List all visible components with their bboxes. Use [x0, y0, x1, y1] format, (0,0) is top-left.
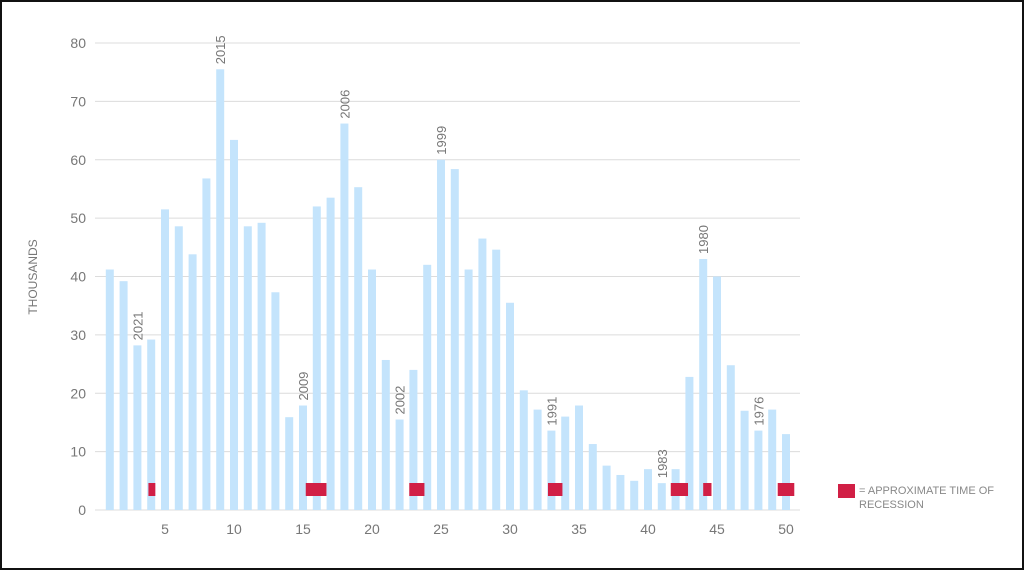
- x-tick-label: 25: [433, 521, 449, 537]
- x-tick-label: 30: [502, 521, 518, 537]
- bar: [685, 376, 694, 510]
- bar: [575, 405, 583, 510]
- bar: [450, 169, 459, 510]
- bar: [354, 187, 363, 510]
- y-tick-label: 10: [70, 444, 86, 460]
- recession-marker: [547, 483, 563, 496]
- bar: [271, 292, 280, 510]
- y-tick-label: 20: [70, 385, 86, 401]
- year-annotation: 2015: [213, 35, 228, 64]
- bar: [340, 123, 349, 511]
- x-tick-label: 5: [161, 521, 169, 537]
- bar: [533, 409, 542, 510]
- bar: [326, 197, 335, 510]
- y-tick-label: 60: [70, 152, 86, 168]
- bar: [547, 430, 556, 510]
- year-annotation: 2009: [296, 372, 311, 401]
- recession-marker: [148, 483, 156, 496]
- x-tick-label: 10: [226, 521, 242, 537]
- legend-recession-label: = APPROXIMATE TIME OF RECESSION: [859, 485, 994, 511]
- bar: [119, 281, 128, 510]
- bar: [216, 69, 225, 511]
- year-annotation: 1991: [544, 397, 559, 426]
- bar: [630, 480, 639, 510]
- x-tick-label: 40: [640, 521, 656, 537]
- bar: [561, 416, 570, 510]
- y-tick-label: 0: [78, 502, 86, 518]
- bar: [188, 254, 197, 510]
- recession-marker: [777, 483, 795, 496]
- y-axis-label: THOUSANDS: [26, 239, 40, 314]
- bar: [740, 410, 749, 510]
- legend-recession-swatch: [838, 484, 855, 498]
- bar: [285, 417, 294, 510]
- y-tick-label: 30: [70, 327, 86, 343]
- recession-marker: [305, 483, 327, 496]
- x-tick-label: 35: [571, 521, 587, 537]
- recession-marker: [703, 483, 712, 496]
- bar: [657, 483, 666, 510]
- bar: [174, 226, 183, 511]
- bar: [368, 269, 376, 510]
- bar: [243, 226, 252, 511]
- bar: [230, 139, 238, 510]
- bar: [437, 159, 445, 510]
- bar: [602, 465, 611, 510]
- bar: [713, 276, 721, 510]
- x-tick-label: 50: [778, 521, 794, 537]
- year-annotation: 1980: [696, 225, 711, 254]
- y-tick-label: 40: [70, 269, 86, 285]
- y-tick-label: 80: [70, 35, 86, 51]
- recession-marker: [409, 483, 425, 496]
- x-tick-label: 45: [709, 521, 725, 537]
- bar: [644, 469, 652, 510]
- bar: [299, 405, 307, 510]
- year-annotation: 2006: [337, 90, 352, 119]
- bar: [147, 339, 156, 510]
- year-annotation: 1983: [655, 449, 670, 478]
- year-annotation: 1976: [751, 397, 766, 426]
- bar: [478, 238, 487, 510]
- bar: [409, 369, 418, 510]
- recession-marker: [670, 483, 689, 496]
- bar: [782, 434, 790, 510]
- y-tick-label: 50: [70, 210, 86, 226]
- bar: [616, 474, 625, 510]
- year-annotation: 2002: [393, 386, 408, 415]
- bar: [768, 409, 777, 510]
- bar: [105, 269, 114, 510]
- bar: [381, 359, 390, 510]
- year-annotation: 2021: [130, 311, 145, 340]
- bar: [257, 222, 266, 511]
- bar: [464, 269, 473, 510]
- bar: [312, 206, 321, 510]
- bar: [395, 419, 404, 510]
- bar: [133, 345, 142, 510]
- y-tick-label: 70: [70, 93, 86, 109]
- bar: [588, 444, 597, 510]
- x-tick-label: 20: [364, 521, 380, 537]
- bar: [202, 178, 211, 510]
- bar: [754, 430, 763, 510]
- legend: = APPROXIMATE TIME OF RECESSION: [838, 484, 999, 512]
- bar: [726, 365, 735, 510]
- bar: [161, 209, 169, 510]
- bar: [492, 249, 501, 510]
- bar: [423, 264, 432, 510]
- x-tick-label: 15: [295, 521, 311, 537]
- bar: [506, 302, 514, 510]
- year-annotation: 1999: [434, 126, 449, 155]
- bar: [519, 390, 528, 510]
- bar: [699, 258, 708, 510]
